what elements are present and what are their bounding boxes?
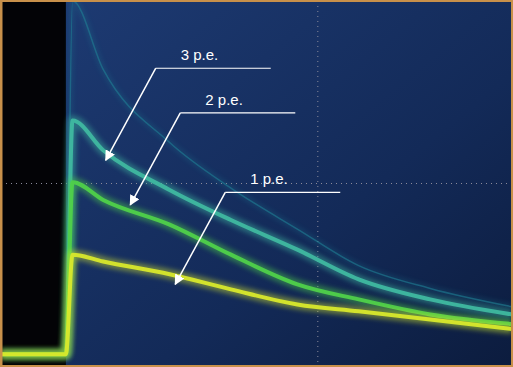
annotation-text: 2 p.e. (205, 91, 243, 108)
plot-frame (1, 1, 512, 366)
series-group (1, 1, 512, 354)
annotation-arrow (175, 192, 225, 284)
annotation-text: 3 p.e. (181, 46, 219, 63)
persistence-haze (66, 1, 512, 366)
series-line (1, 1, 512, 354)
series-glow (1, 121, 512, 355)
series-glow (1, 255, 512, 354)
series-glow (1, 1, 512, 354)
series-line (1, 121, 512, 355)
series-line (1, 255, 512, 354)
annotations: 3 p.e. 2 p.e. 1 p.e. (106, 46, 340, 284)
annotation-underline (180, 112, 295, 113)
series-line (1, 182, 512, 354)
chart: 3 p.e. 2 p.e. 1 p.e. (0, 0, 513, 367)
annotation-underline (156, 68, 271, 69)
annotation-arrow (130, 113, 180, 205)
annotation-text: 1 p.e. (250, 170, 288, 187)
plot-background (1, 1, 512, 366)
annotation-arrow (106, 68, 156, 160)
annotation-underline (225, 192, 340, 193)
series-glow (1, 182, 512, 354)
plot: 3 p.e. 2 p.e. 1 p.e. (1, 1, 513, 367)
